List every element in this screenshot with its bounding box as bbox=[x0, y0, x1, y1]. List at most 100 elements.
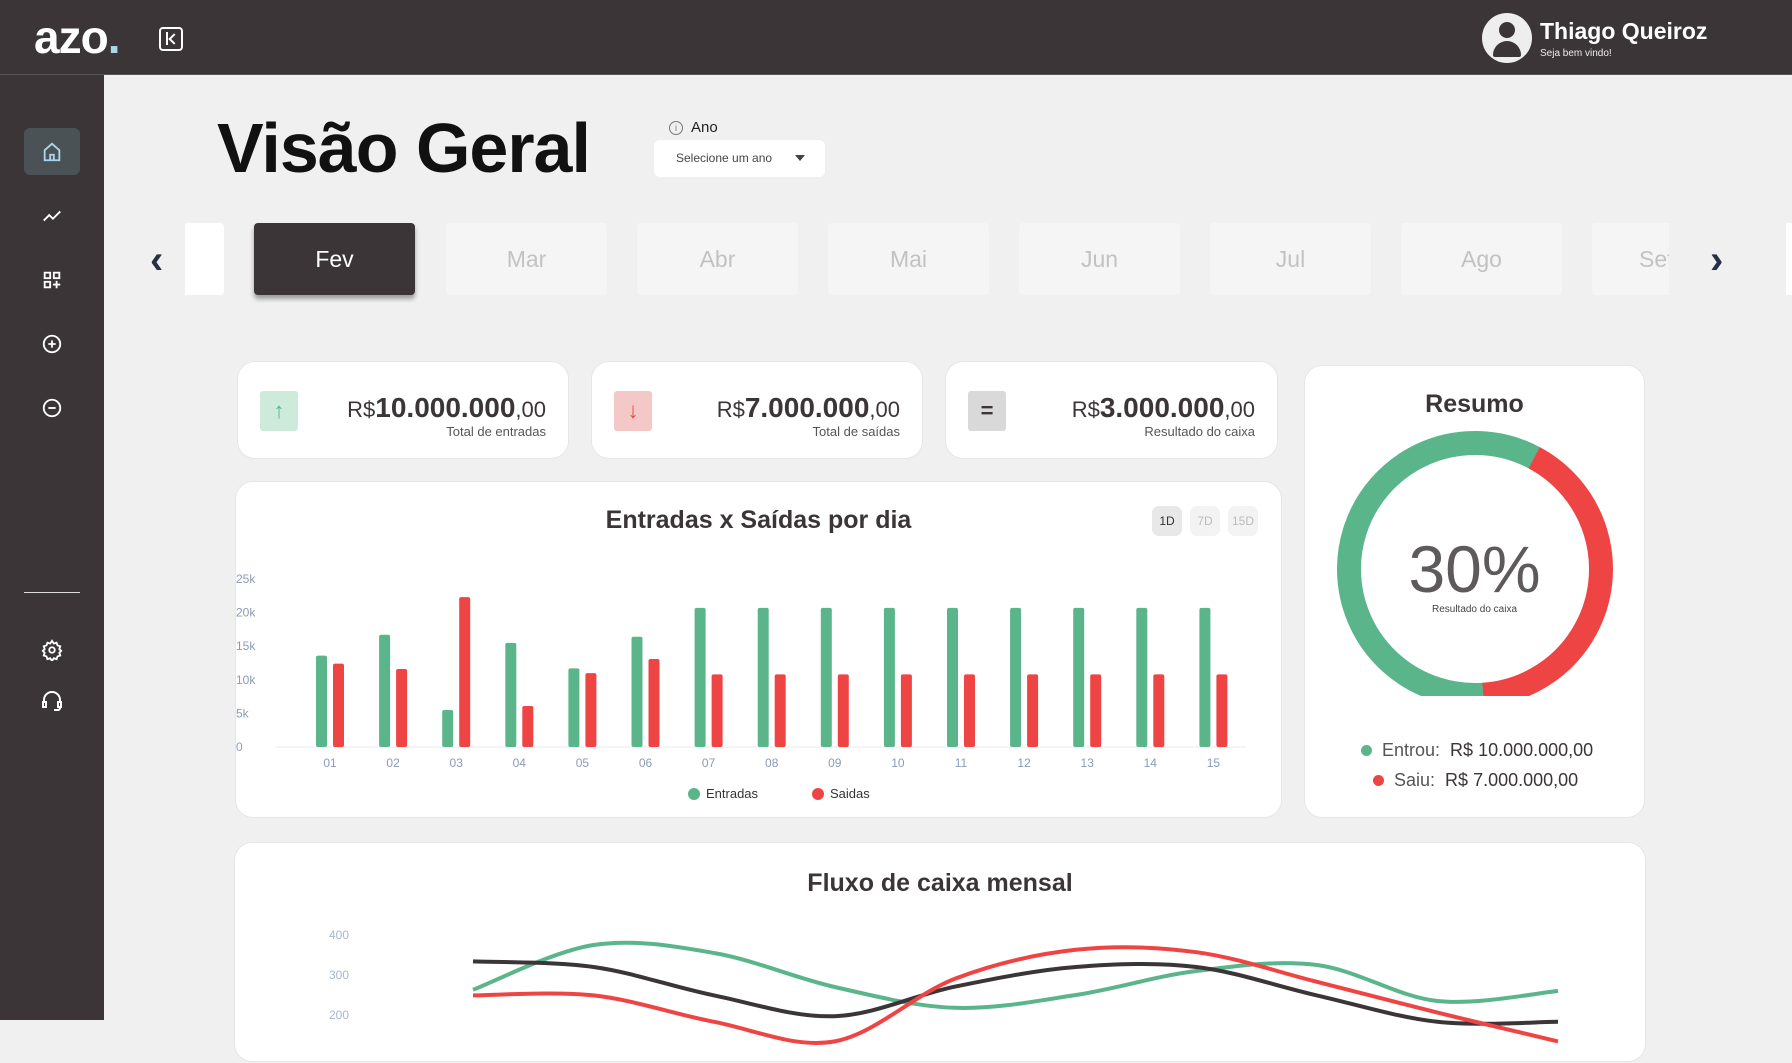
daily-chart-card: Entradas x Saídas por dia 1D 7D 15D 0 5k 1… bbox=[235, 481, 1282, 818]
kpi-amount: R$7.000.000,00 bbox=[716, 392, 900, 423]
home-icon bbox=[43, 142, 61, 161]
bar-entradas bbox=[947, 607, 958, 747]
line-series-0 bbox=[472, 940, 1559, 1010]
year-label-text: Ano bbox=[691, 119, 718, 136]
bar-saidas bbox=[1027, 674, 1039, 747]
x-tick-label: 02 bbox=[386, 756, 400, 770]
equals-icon: = bbox=[968, 391, 1006, 431]
kpi-label: Total de saídas bbox=[812, 424, 900, 439]
bar-chart: 0 5k 10k 15k 20k 25k 01 02 03 04 05 06 07 08 09 10 11 12 1… bbox=[236, 572, 1246, 770]
x-tick-label: 14 bbox=[1144, 756, 1158, 770]
bar-saidas bbox=[837, 674, 849, 747]
months-next-button[interactable]: › bbox=[1710, 238, 1724, 282]
bar-saidas bbox=[333, 663, 344, 747]
months-prev-button[interactable]: ‹ bbox=[150, 238, 164, 282]
bar-saidas bbox=[1090, 674, 1102, 747]
chart-title: Fluxo de caixa mensal bbox=[807, 869, 1073, 897]
kpi-card-entradas: ↑ R$10.000.000,00 Total de entradas bbox=[237, 361, 569, 459]
page-title: Visão Geral bbox=[217, 109, 591, 187]
summary-title: Resumo bbox=[1425, 390, 1524, 418]
month-tile[interactable]: Mar bbox=[446, 223, 607, 295]
bar-entradas bbox=[631, 636, 643, 747]
user-name: Thiago Queiroz bbox=[1540, 18, 1708, 44]
bar-saidas bbox=[964, 674, 975, 747]
bar-entradas bbox=[820, 607, 832, 747]
x-tick-label: 01 bbox=[323, 756, 337, 770]
kpi-card-saidas: ↓ R$7.000.000,00 Total de saídas bbox=[591, 361, 923, 459]
donut-chart bbox=[1337, 431, 1613, 696]
month-tile[interactable]: Abr bbox=[637, 223, 798, 295]
y-tick-label: 200 bbox=[329, 1008, 349, 1022]
sidebar-item-trends[interactable] bbox=[24, 192, 80, 239]
grid-add-icon bbox=[43, 271, 61, 288]
carousel-edge bbox=[1786, 223, 1792, 295]
y-tick-label: 300 bbox=[329, 968, 349, 982]
sidebar-item-home[interactable] bbox=[24, 128, 80, 175]
summary-legend-saiu: Saiu: R$ 7.000.000,00 bbox=[1373, 770, 1578, 791]
month-tile-active[interactable]: Fev bbox=[254, 223, 415, 295]
sidebar-divider bbox=[24, 592, 80, 593]
toggle-15d[interactable]: 15D bbox=[1228, 506, 1258, 536]
logo[interactable]: azo. bbox=[34, 10, 121, 64]
top-header: azo. Thiago Queiroz Seja bem vindo! bbox=[0, 0, 1792, 75]
bar-entradas bbox=[379, 634, 391, 747]
year-select[interactable]: Selecione um ano bbox=[654, 140, 825, 177]
kpi-card-resultado: = R$3.000.000,00 Resultado do caixa bbox=[945, 361, 1278, 459]
sidebar-item-dashboard[interactable] bbox=[24, 256, 80, 303]
sidebar-item-add-entry[interactable] bbox=[24, 320, 80, 367]
month-tile[interactable]: Set bbox=[1592, 223, 1669, 295]
bar-saidas bbox=[1216, 674, 1228, 747]
month-tile[interactable]: Jun bbox=[1019, 223, 1180, 295]
minus-circle-icon bbox=[42, 398, 62, 417]
month-carousel: Fev Mar Abr Mai Jun Jul Ago Set bbox=[185, 223, 1669, 303]
y-tick-label: 400 bbox=[329, 928, 349, 942]
bar-entradas bbox=[1010, 607, 1022, 747]
x-tick-label: 13 bbox=[1081, 756, 1095, 770]
line-series-2 bbox=[472, 945, 1559, 1045]
y-tick-label: 15k bbox=[236, 639, 256, 653]
x-tick-label: 11 bbox=[955, 756, 968, 770]
sidebar-item-settings[interactable] bbox=[24, 626, 80, 673]
month-tile[interactable] bbox=[185, 223, 224, 295]
summary-percent-label: Resultado do caixa bbox=[1431, 604, 1518, 615]
caret-down-icon bbox=[795, 155, 805, 161]
legend-saidas[interactable]: Saidas bbox=[812, 786, 870, 801]
month-tile[interactable]: Mai bbox=[828, 223, 989, 295]
headset-icon bbox=[42, 690, 62, 711]
line-series-1 bbox=[472, 959, 1559, 1026]
year-select-placeholder: Selecione um ano bbox=[676, 151, 773, 165]
x-tick-label: 07 bbox=[702, 756, 716, 770]
bar-saidas bbox=[396, 669, 408, 747]
logo-text: azo bbox=[34, 11, 109, 63]
month-tile[interactable]: Jul bbox=[1210, 223, 1371, 295]
avatar[interactable] bbox=[1482, 13, 1532, 63]
collapse-sidebar-icon[interactable] bbox=[159, 27, 183, 51]
info-icon[interactable]: i bbox=[669, 120, 683, 135]
bar-entradas bbox=[442, 710, 454, 747]
bar-saidas bbox=[459, 597, 471, 747]
bar-saidas bbox=[900, 674, 912, 747]
y-tick-label: 20k bbox=[236, 606, 256, 620]
summary-percent: 30% bbox=[1408, 532, 1541, 606]
kpi-amount: R$10.000.000,00 bbox=[347, 392, 546, 423]
x-tick-label: 03 bbox=[450, 756, 464, 770]
toggle-1d[interactable]: 1D bbox=[1152, 506, 1182, 536]
x-tick-label: 08 bbox=[765, 756, 779, 770]
y-tick-label: 0 bbox=[236, 740, 243, 754]
kpi-label: Resultado do caixa bbox=[1144, 424, 1255, 439]
gear-icon bbox=[41, 638, 63, 661]
y-tick-label: 10k bbox=[236, 673, 256, 687]
bar-entradas bbox=[1136, 607, 1148, 747]
user-subtitle: Seja bem vindo! bbox=[1540, 48, 1612, 59]
bar-saidas bbox=[648, 658, 660, 747]
month-tile[interactable]: Ago bbox=[1401, 223, 1562, 295]
sidebar-item-add-exit[interactable] bbox=[24, 384, 80, 431]
sidebar-item-support[interactable] bbox=[24, 676, 80, 723]
x-tick-label: 09 bbox=[828, 756, 842, 770]
toggle-7d[interactable]: 7D bbox=[1190, 506, 1220, 536]
legend-entradas[interactable]: Entradas bbox=[688, 786, 758, 801]
bar-entradas bbox=[505, 642, 517, 747]
logo-dot: . bbox=[107, 11, 121, 63]
arrow-up-icon: ↑ bbox=[260, 391, 298, 431]
line-chart: 400 300 200 bbox=[329, 928, 1559, 1045]
